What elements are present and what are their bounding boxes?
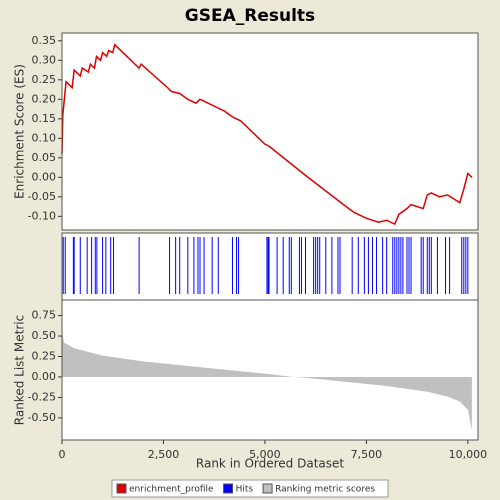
y-tick-label: 0.25	[32, 73, 57, 86]
x-axis-title: Rank in Ordered Dataset	[196, 457, 344, 471]
y-tick-label: 0.00	[32, 170, 57, 183]
chart-title: GSEA_Results	[185, 6, 315, 26]
y-tick-label: -0.25	[28, 390, 56, 403]
y-tick-label: -0.50	[28, 411, 56, 424]
legend-swatch	[116, 483, 127, 494]
legend-box	[111, 479, 389, 498]
plot-area	[62, 33, 478, 230]
y-tick-label: 0.35	[32, 34, 57, 47]
y-axis-title: Enrichment Score (ES)	[13, 64, 27, 199]
y-tick-label: 0.00	[32, 370, 57, 383]
plot-border	[61, 299, 479, 441]
y-tick-label: 0.20	[32, 92, 57, 105]
y-tick-label: 0.05	[32, 151, 57, 164]
y-tick-label: 0.30	[32, 53, 57, 66]
x-tick-label: 0	[59, 448, 66, 461]
legend-swatch	[262, 483, 273, 494]
y-tick-label: 0.50	[32, 329, 57, 342]
legend-label: Hits	[236, 485, 254, 495]
x-tick-label: 10,000	[449, 448, 488, 461]
y-tick-label: 0.75	[32, 309, 57, 322]
y-tick-label: -0.05	[28, 190, 56, 203]
plot-border	[61, 32, 479, 231]
metric-area	[62, 331, 472, 431]
x-tick-label: 2,500	[148, 448, 180, 461]
x-tick-label: 5,000	[249, 448, 281, 461]
y-tick-label: 0.10	[32, 131, 57, 144]
legend-swatch	[223, 483, 234, 494]
x-tick-label: 7,500	[351, 448, 383, 461]
legend-label: enrichment_profile	[129, 485, 214, 495]
y-tick-label: 0.15	[32, 112, 57, 125]
plot-area	[62, 233, 478, 300]
y-tick-label: 0.25	[32, 349, 57, 362]
es-line	[61, 43, 473, 226]
legend-label: Ranking metric scores	[275, 485, 375, 495]
y-axis-title: Ranked List Metric	[13, 315, 27, 425]
y-tick-label: -0.10	[28, 209, 56, 222]
